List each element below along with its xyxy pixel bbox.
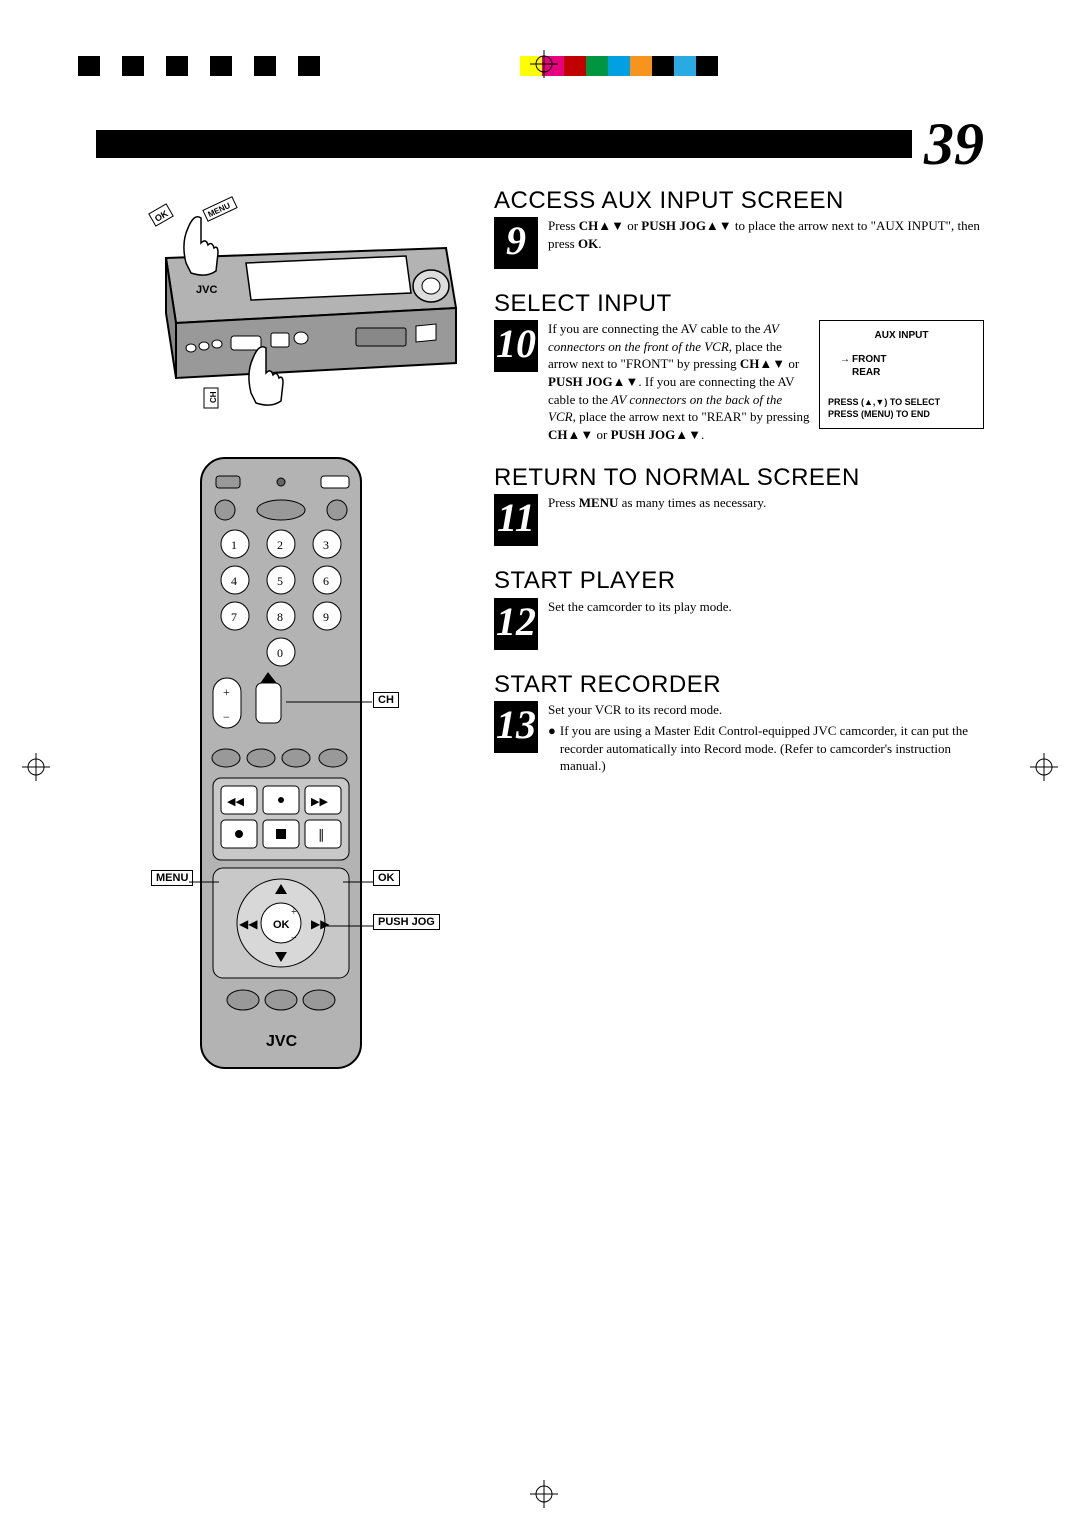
remote-label-ch: CH bbox=[373, 692, 399, 708]
svg-text:3: 3 bbox=[323, 538, 329, 552]
step-number: 9 bbox=[494, 217, 538, 269]
header-bar: 39 bbox=[96, 130, 984, 158]
step-text: Press MENU as many times as necessary. bbox=[548, 494, 984, 512]
aux-input-screen: AUX INPUT→FRONTREARPRESS (▲,▼) TO SELECT… bbox=[819, 320, 984, 429]
step-number: 10 bbox=[494, 320, 538, 372]
registration-mark-right bbox=[1030, 753, 1058, 781]
step-title: ACCESS AUX INPUT SCREEN bbox=[494, 188, 984, 213]
remote-label-pushjog: PUSH JOG bbox=[373, 914, 440, 930]
steps-column: ACCESS AUX INPUT SCREEN 9 Press CH▲▼ or PU… bbox=[494, 188, 984, 1118]
step-title: START PLAYER bbox=[494, 568, 984, 593]
svg-text:6: 6 bbox=[323, 574, 329, 588]
registration-mark-top bbox=[530, 50, 558, 78]
step-text: Press CH▲▼ or PUSH JOG▲▼ to place the ar… bbox=[548, 217, 984, 252]
svg-text:◀◀: ◀◀ bbox=[239, 917, 258, 931]
svg-text:CH: CH bbox=[209, 391, 218, 403]
remote-label-menu: MENU bbox=[151, 870, 193, 886]
step-number: 13 bbox=[494, 701, 538, 753]
remote-label-ok: OK bbox=[373, 870, 400, 886]
svg-text:5: 5 bbox=[277, 574, 283, 588]
step-text: AUX INPUT→FRONTREARPRESS (▲,▼) TO SELECT… bbox=[548, 320, 984, 443]
remote-illustration: 1 2 3 4 5 6 7 8 9 0 + − ◀◀ bbox=[121, 448, 441, 1088]
step-title: SELECT INPUT bbox=[494, 291, 984, 316]
vcr-illustration: JVC bbox=[96, 188, 466, 418]
step-bullet: ●If you are using a Master Edit Control-… bbox=[548, 722, 984, 775]
svg-text:JVC: JVC bbox=[266, 1033, 298, 1050]
registration-mark-left bbox=[22, 753, 50, 781]
step-number: 11 bbox=[494, 494, 538, 546]
page-number: 39 bbox=[912, 114, 984, 174]
illustration-column: JVC bbox=[96, 188, 466, 1118]
svg-text:OK: OK bbox=[273, 919, 290, 931]
step-title: START RECORDER bbox=[494, 672, 984, 697]
svg-text:7: 7 bbox=[231, 610, 237, 624]
svg-text:−: − bbox=[291, 933, 297, 944]
svg-text:4: 4 bbox=[231, 574, 237, 588]
svg-text:◀◀: ◀◀ bbox=[227, 796, 244, 808]
svg-text:8: 8 bbox=[277, 610, 283, 624]
step-text: Set your VCR to its record mode. bbox=[548, 701, 984, 719]
svg-text:0: 0 bbox=[277, 646, 283, 660]
step-title: RETURN TO NORMAL SCREEN bbox=[494, 465, 984, 490]
svg-text:−: − bbox=[223, 710, 230, 724]
svg-text:9: 9 bbox=[323, 610, 329, 624]
svg-text:∥: ∥ bbox=[318, 827, 325, 842]
step-text: Set the camcorder to its play mode. bbox=[548, 598, 984, 616]
svg-text:1: 1 bbox=[231, 538, 237, 552]
step-number: 12 bbox=[494, 598, 538, 650]
svg-text:+: + bbox=[223, 685, 230, 699]
svg-text:2: 2 bbox=[277, 538, 283, 552]
svg-text:+: + bbox=[291, 907, 297, 918]
page-content: 39 JVC bbox=[96, 130, 984, 1118]
svg-text:JVC: JVC bbox=[196, 284, 217, 296]
registration-mark-bottom bbox=[530, 1480, 558, 1508]
svg-text:▶▶: ▶▶ bbox=[311, 796, 328, 808]
